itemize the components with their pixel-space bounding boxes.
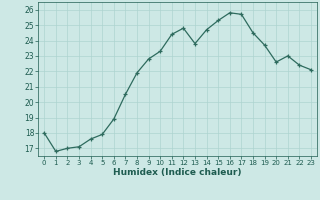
X-axis label: Humidex (Indice chaleur): Humidex (Indice chaleur) <box>113 168 242 177</box>
